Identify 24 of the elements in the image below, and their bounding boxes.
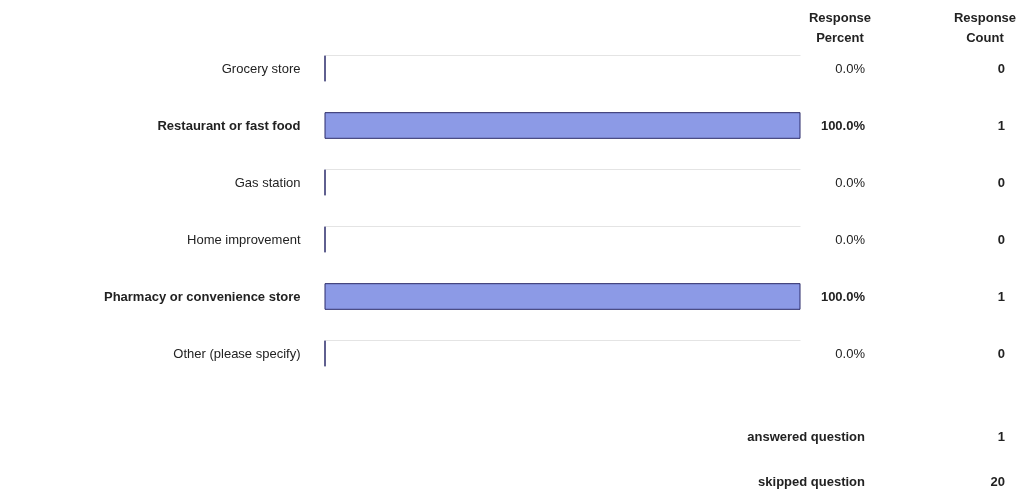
data-label: 0.0% <box>835 231 866 247</box>
text: 1 <box>997 429 1005 444</box>
text: 1 <box>997 117 1005 133</box>
data-label: 0.0% <box>835 174 866 190</box>
y-tick-label: Pharmacy or convenience store <box>103 288 301 304</box>
y-tick-label: Restaurant or fast food <box>157 117 301 133</box>
data-label: 100.0% <box>820 117 866 133</box>
text: 0 <box>997 345 1005 361</box>
text: Response Count <box>953 10 1017 45</box>
text: 1 <box>997 288 1005 304</box>
text: skipped question <box>758 474 866 489</box>
y-tick-label: Other (please specify) <box>173 345 301 361</box>
y-tick-label: Home improvement <box>187 231 301 247</box>
data-label: 0.0% <box>835 60 866 76</box>
text: 0 <box>997 231 1005 247</box>
text: 0 <box>997 60 1005 76</box>
text: Response Percent <box>808 10 872 45</box>
text: 0 <box>997 174 1005 190</box>
data-label: 0.0% <box>835 345 866 361</box>
text: 20 <box>990 474 1005 489</box>
y-tick-label: Grocery store <box>221 60 301 76</box>
text: answered question <box>747 429 866 444</box>
y-tick-label: Gas station <box>234 174 301 190</box>
data-label: 100.0% <box>820 288 866 304</box>
